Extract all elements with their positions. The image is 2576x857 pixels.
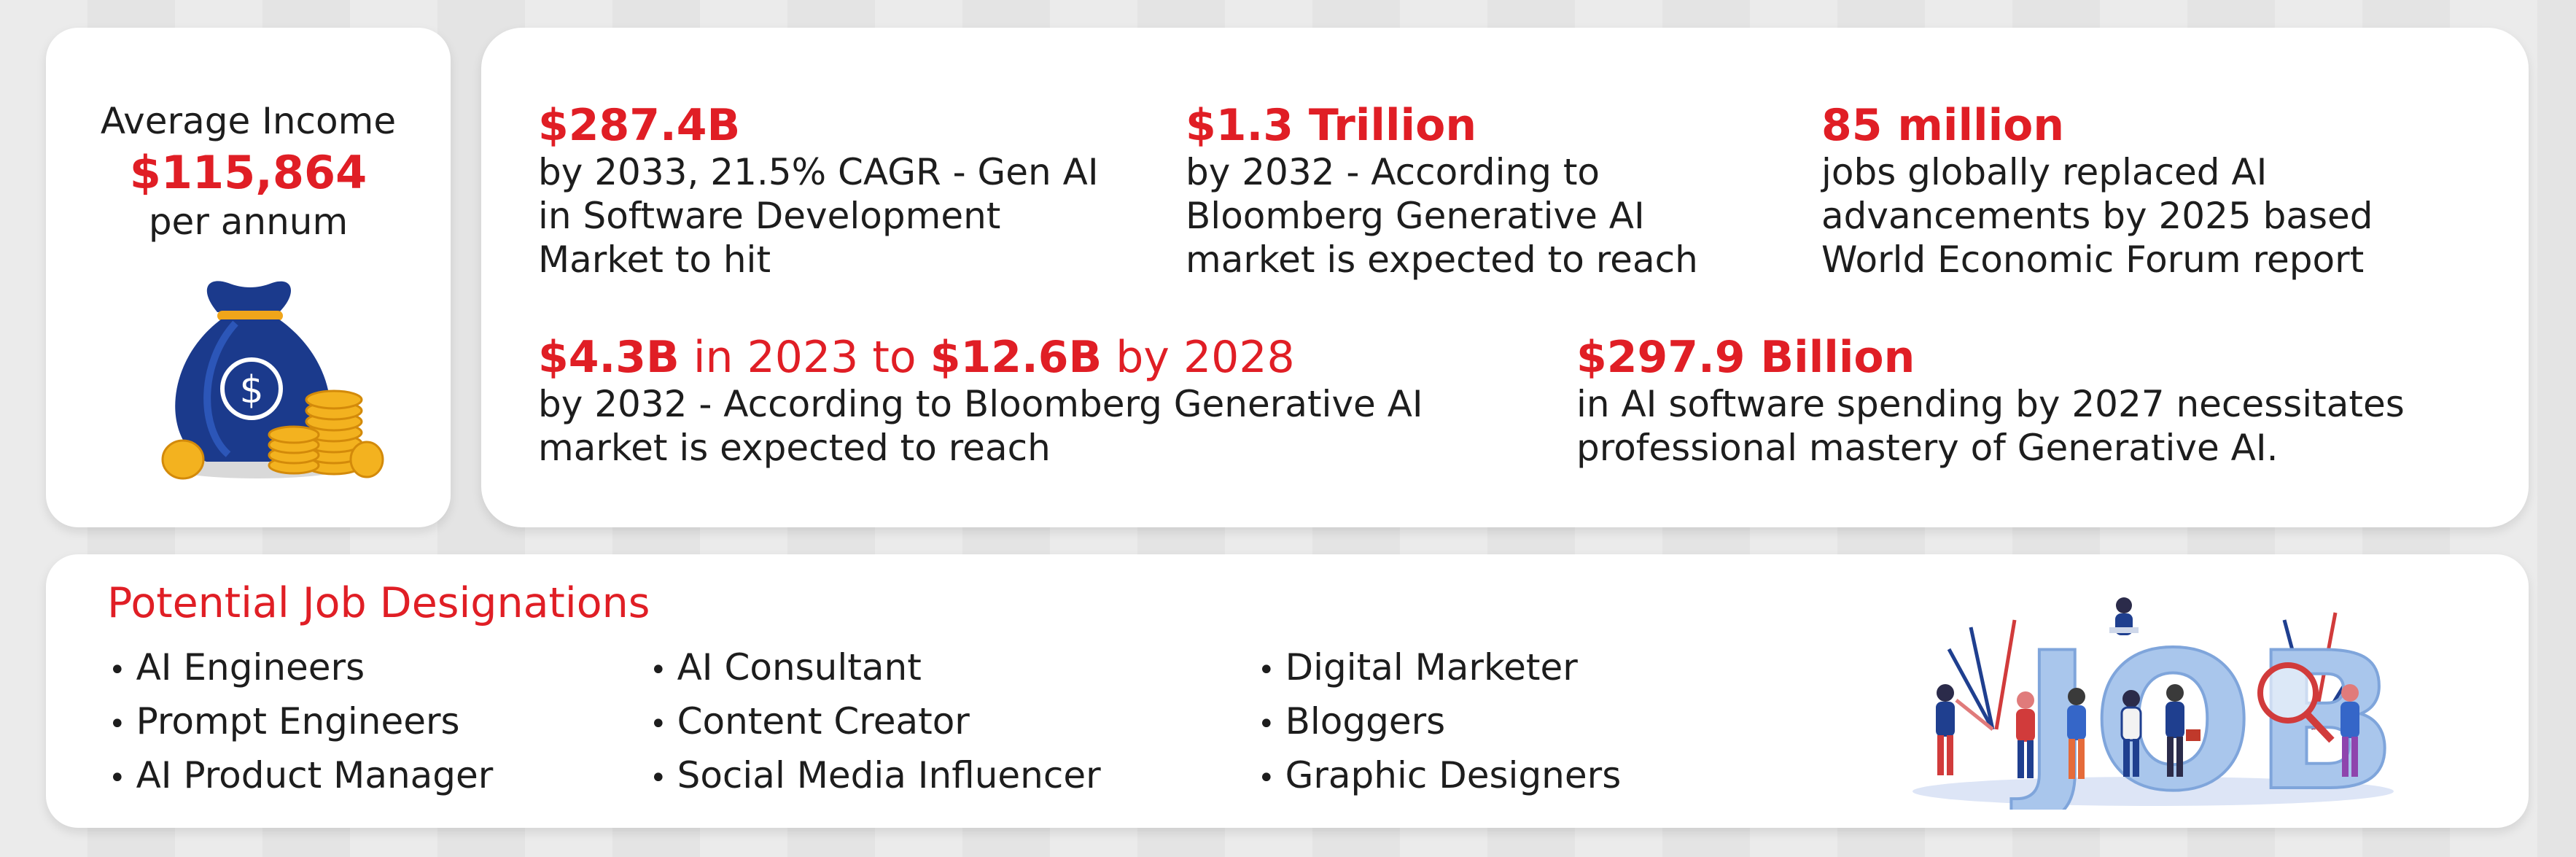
stat-desc-line: professional mastery of Generative AI. (1576, 427, 2279, 469)
job-list-item: • Content Creator (650, 700, 970, 742)
stat-block-ai-software-spending: $297.9 Billion in AI software spending b… (1576, 333, 2405, 470)
stat-block-growth-2023-2028: $4.3B in 2023 to $12.6B by 2028 by 2032 … (538, 333, 1423, 470)
average-income-label: Average Income (100, 100, 397, 142)
stat-desc-line: by 2033, 21.5% CAGR - Gen AI (538, 151, 1099, 193)
job-list-item: • Social Media Influencer (650, 754, 1101, 796)
stat-block-gen-ai-software: $287.4B by 2033, 21.5% CAGR - Gen AI in … (538, 101, 1099, 282)
stat-headline: $1.3 Trillion (1186, 100, 1477, 151)
job-list-column-1: • AI Engineers • Prompt Engineers • AI Prod… (109, 642, 493, 804)
stat-block-gen-ai-market: $1.3 Trillion by 2032 - According to Blo… (1186, 101, 1698, 282)
job-list-column-3: • Digital Marketer • Bloggers • Graphic Des… (1258, 642, 1621, 804)
stat-headline-value-end: $12.6B (930, 332, 1102, 383)
average-income-card: Average Income $115,864 per annum $ (46, 28, 451, 527)
stat-headline: 85 million (1821, 100, 2065, 151)
job-list-column-2: • AI Consultant • Content Creator • Social … (650, 642, 1101, 804)
stat-headline-value-start: $4.3B (538, 332, 680, 383)
money-bag-with-coins-icon: $ (161, 281, 384, 480)
job-title: Prompt Engineers (136, 700, 460, 742)
stat-headline-year: by 2028 (1102, 332, 1295, 383)
job-list-item: • AI Product Manager (109, 754, 494, 796)
job-list-item: • Bloggers (1258, 700, 1446, 742)
stat-headline: $297.9 Billion (1576, 332, 1915, 383)
stat-headline: $4.3B in 2023 to $12.6B by 2028 (538, 333, 1423, 382)
stat-desc-line: by 2032 - According to (1186, 151, 1600, 193)
job-title: AI Consultant (677, 646, 922, 689)
stat-headline-connector: in 2023 to (679, 332, 930, 383)
job-list-item: • Prompt Engineers (109, 700, 460, 742)
stat-desc-line: Market to hit (538, 239, 771, 281)
job-title: Content Creator (677, 700, 970, 742)
market-stats-card: $287.4B by 2033, 21.5% CAGR - Gen AI in … (481, 28, 2529, 527)
job-list-item: • Graphic Designers (1258, 754, 1622, 796)
stat-desc-line: World Economic Forum report (1821, 239, 2365, 281)
stat-desc-line: jobs globally replaced AI (1821, 151, 2268, 193)
job-title: AI Product Manager (136, 754, 494, 796)
job-designations-title: Potential Job Designations (107, 579, 650, 627)
stat-desc-line: Bloomberg Generative AI (1186, 195, 1645, 237)
svg-text:$: $ (239, 368, 263, 412)
job-title: Digital Marketer (1285, 646, 1578, 689)
job-title: Social Media Influencer (677, 754, 1101, 796)
stat-headline: $287.4B (538, 100, 741, 151)
stat-block-jobs-replaced: 85 million jobs globally replaced AI adv… (1821, 101, 2373, 282)
job-designations-card: Potential Job Designations • AI Engineers… (46, 554, 2529, 828)
stat-desc-line: market is expected to reach (1186, 239, 1698, 281)
job-title: AI Engineers (136, 646, 365, 689)
job-title: Graphic Designers (1285, 754, 1622, 796)
stat-desc-line: advancements by 2025 based (1821, 195, 2373, 237)
job-list-item: • Digital Marketer (1258, 646, 1578, 689)
job-search-people-illustration: JOB (1912, 597, 2400, 810)
average-income-period: per annum (148, 201, 349, 243)
average-income-value: $115,864 (129, 146, 367, 199)
job-title: Bloggers (1285, 700, 1446, 742)
stat-desc-line: market is expected to reach (538, 427, 1051, 469)
stat-desc-line: in AI software spending by 2027 necessit… (1576, 383, 2405, 425)
job-list-item: • AI Consultant (650, 646, 922, 689)
job-list-item: • AI Engineers (109, 646, 365, 689)
stat-desc-line: by 2032 - According to Bloomberg Generat… (538, 383, 1423, 425)
stat-desc-line: in Software Development (538, 195, 1001, 237)
